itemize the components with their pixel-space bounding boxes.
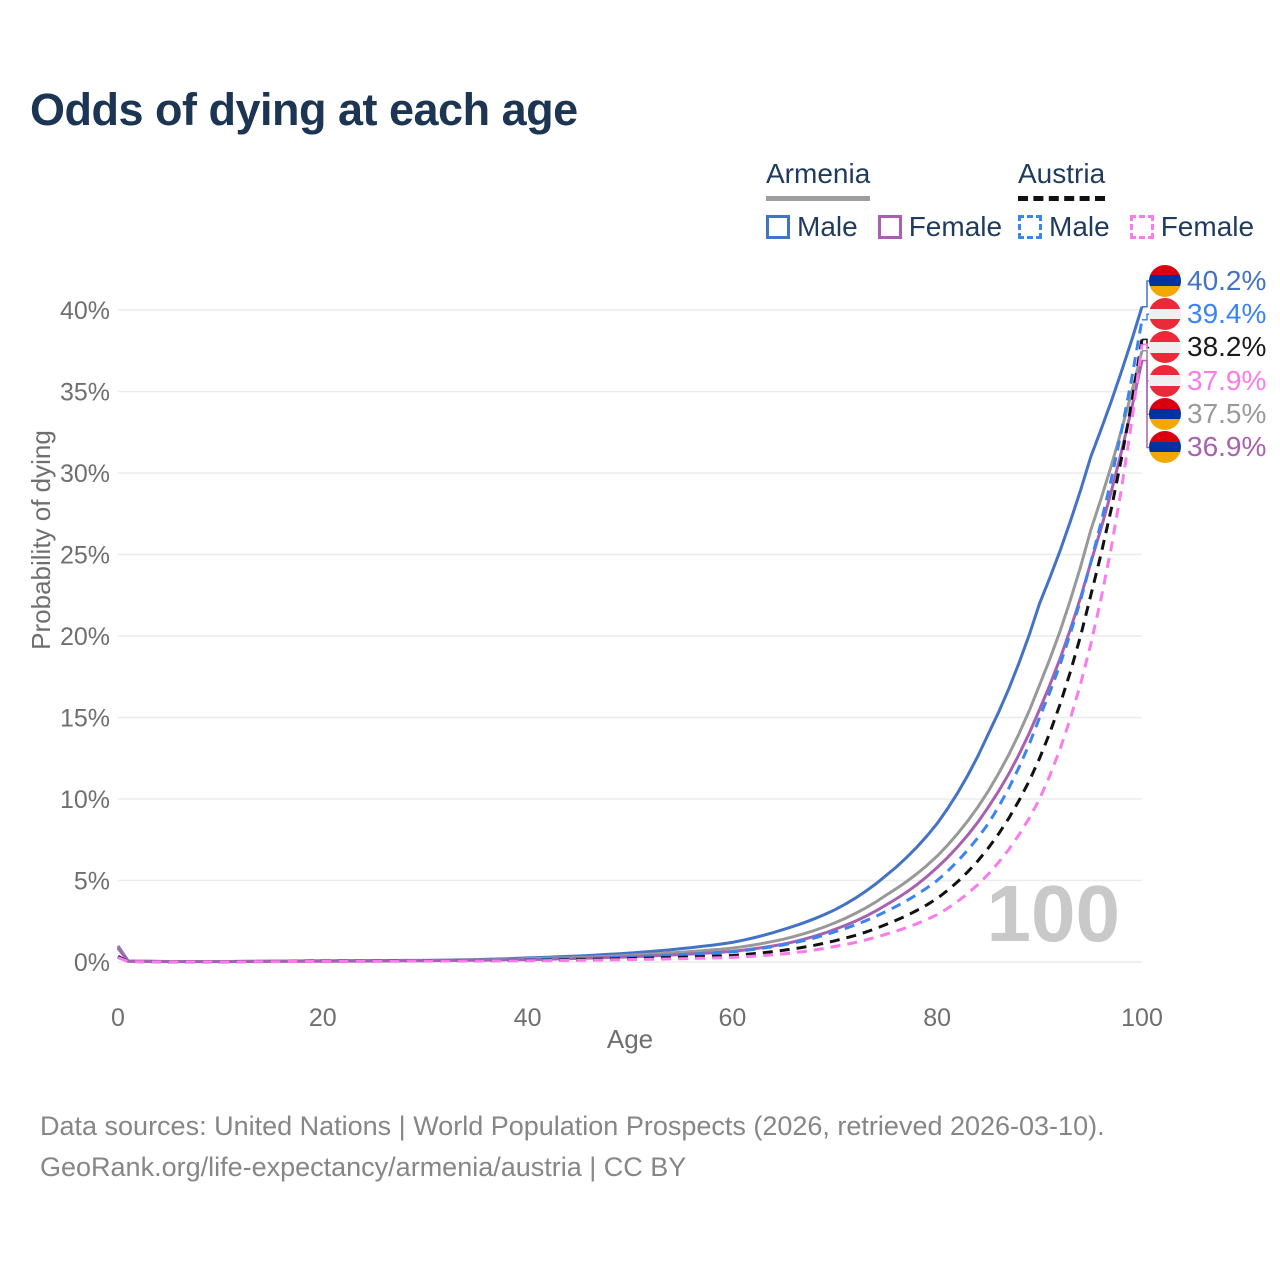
y-tick-35: 35% xyxy=(60,379,110,407)
legend-label-austria-female[interactable]: Female xyxy=(1160,211,1255,242)
y-tick-0: 0% xyxy=(74,949,110,977)
armenia-flag-icon xyxy=(1149,264,1181,297)
x-tick-40: 40 xyxy=(514,1004,542,1032)
x-tick-80: 80 xyxy=(923,1004,951,1032)
armenia-flag-icon xyxy=(1149,397,1181,430)
end-labels: 40.2% 39.4% 38.2% 37.9% 37.5% 36.9% xyxy=(1149,264,1266,464)
y-tick-40: 40% xyxy=(60,297,110,325)
y-axis-label: Probability of dying xyxy=(26,430,56,650)
source-line: Data sources: United Nations | World Pop… xyxy=(40,1111,1105,1141)
end-label-row-austria-female: 37.9% xyxy=(1149,364,1266,397)
series-line-austria-female xyxy=(117,344,1144,964)
series-line-armenia-male xyxy=(116,306,1144,963)
legend-swatch-austria-male[interactable] xyxy=(1018,215,1042,239)
end-label-row-armenia-male: 40.2% xyxy=(1149,264,1266,297)
austria-flag-icon xyxy=(1149,364,1181,397)
legend-group-austria: Austria Male Female xyxy=(1018,158,1274,243)
x-tick-60: 60 xyxy=(718,1004,746,1032)
end-label-row-austria-male: 39.4% xyxy=(1149,297,1266,330)
austria-flag-icon xyxy=(1149,331,1181,364)
end-label-row-austria-both: 38.2% xyxy=(1149,331,1266,364)
austria-flag-icon xyxy=(1149,297,1181,330)
end-label-value-armenia-female: 36.9% xyxy=(1187,431,1267,463)
legend-label-armenia-male[interactable]: Male xyxy=(797,211,858,242)
legend-country-austria: Austria xyxy=(1018,158,1106,201)
attribution-line: GeoRank.org/life-expectancy/armenia/aust… xyxy=(40,1152,687,1182)
y-tick-25: 25% xyxy=(60,542,110,570)
data-source-note: Data sources: United Nations | World Pop… xyxy=(40,1106,1105,1188)
end-label-row-armenia-both: 37.5% xyxy=(1149,397,1266,430)
end-label-value-austria-both: 38.2% xyxy=(1187,331,1267,363)
x-axis-label: Age xyxy=(607,1024,653,1054)
chart-title: Odds of dying at each age xyxy=(30,84,578,135)
legend-group-armenia: Armenia Male Female xyxy=(766,158,1022,243)
legend-swatch-armenia-male[interactable] xyxy=(766,215,790,239)
end-label-value-armenia-both: 37.5% xyxy=(1187,397,1267,429)
series-line-austria-male xyxy=(117,319,1144,964)
y-tick-15: 15% xyxy=(60,705,110,733)
armenia-flag-icon xyxy=(1149,431,1181,464)
y-tick-30: 30% xyxy=(60,460,110,488)
end-label-value-austria-female: 37.9% xyxy=(1187,364,1267,396)
legend-label-austria-male[interactable]: Male xyxy=(1049,211,1110,242)
y-tick-20: 20% xyxy=(60,623,110,651)
x-tick-100: 100 xyxy=(1121,1004,1163,1032)
end-label-value-armenia-male: 40.2% xyxy=(1187,264,1267,296)
y-tick-5: 5% xyxy=(74,868,110,896)
x-tick-0: 0 xyxy=(111,1004,125,1032)
legend-country-armenia: Armenia xyxy=(766,158,871,201)
legend-label-armenia-female[interactable]: Female xyxy=(908,211,1003,242)
y-tick-10: 10% xyxy=(60,786,110,814)
legend-swatch-armenia-female[interactable] xyxy=(877,215,902,239)
legend-swatch-austria-female[interactable] xyxy=(1129,215,1154,239)
end-label-row-armenia-female: 36.9% xyxy=(1149,430,1267,464)
end-label-value-austria-male: 39.4% xyxy=(1187,297,1267,329)
x-tick-20: 20 xyxy=(309,1004,337,1032)
age-watermark: 100 xyxy=(987,869,1120,958)
